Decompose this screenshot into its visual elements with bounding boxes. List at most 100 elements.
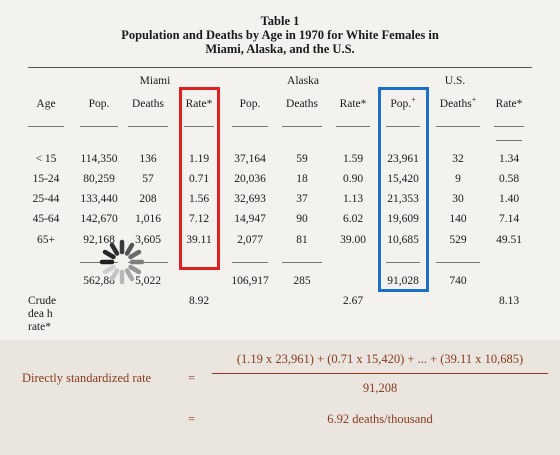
group-header-miami: Miami [139,75,171,87]
formula-equals-result: = [188,412,196,426]
cell-miami-deaths: 136 [139,153,157,165]
cell-age: < 15 [35,153,57,165]
total-underline [436,262,480,263]
crude-label-line1: Crude [28,295,57,307]
cell-us-pop: 19,609 [387,213,419,225]
cell-alaska-deaths: 18 [296,173,308,185]
table-title: Table 1 [260,14,300,28]
header-underline [80,126,118,127]
header-underline [184,126,214,127]
formula-numerator: (1.19 x 23,961) + (0.71 x 15,420) + ... … [236,352,524,366]
cell-us-rate: 49.51 [496,234,522,246]
cell-miami-rate: 39.11 [186,234,212,246]
cell-us-pop: 21,353 [387,193,419,205]
group-header-us: U.S. [444,75,466,87]
header-underline [494,126,524,127]
cell-alaska-rate: 6.02 [342,213,364,225]
total-miami-deaths: 5,022 [135,275,161,287]
us-pop-footnote-mark: + [411,95,416,105]
miami-rate-highlight-box [179,87,220,270]
col-header-age: Age [36,98,56,110]
loading-spinner-icon [99,239,145,285]
cell-miami-pop: 80,259 [83,173,115,185]
cell-age: 65+ [37,234,55,246]
fraction-bar [212,373,548,374]
crude-alaska-rate: 2.67 [342,295,364,307]
formula-denominator: 91,208 [362,381,398,395]
total-us-pop: 91,028 [387,275,419,287]
header-underline [128,126,168,127]
cell-alaska-deaths: 59 [296,153,308,165]
table-subtitle-line2: Miami, Alaska, and the U.S. [205,42,355,56]
col-header-us-pop: Pop.+ [390,95,416,110]
total-underline [386,262,420,263]
cell-age: 45-64 [32,213,60,225]
col-header-miami-pop: Pop. [88,98,110,110]
cell-us-deaths: 9 [455,173,461,185]
header-underline [436,126,480,127]
cell-us-deaths: 529 [449,234,467,246]
cell-alaska-deaths: 37 [296,193,308,205]
cell-miami-pop: 114,350 [80,153,118,165]
cell-miami-deaths: 1,016 [135,213,161,225]
col-header-miami-rate: Rate* [185,98,213,110]
col-header-miami-deaths: Deaths [132,98,164,110]
cell-alaska-deaths: 81 [296,234,308,246]
table-top-rule [28,67,532,68]
col-header-alaska-pop: Pop. [239,98,261,110]
cell-age: 25-44 [32,193,60,205]
cell-us-rate: 0.58 [498,173,520,185]
cell-us-pop: 23,961 [387,153,419,165]
cell-miami-pop: 92,168 [83,234,115,246]
cell-miami-rate: 7.12 [188,213,210,225]
cell-alaska-pop: 14,947 [234,213,266,225]
cell-us-deaths: 30 [452,193,464,205]
table-subtitle-line1: Population and Deaths by Age in 1970 for… [121,28,439,42]
cell-us-deaths: 32 [452,153,464,165]
total-alaska-deaths: 285 [293,275,311,287]
cell-alaska-pop: 20,036 [234,173,266,185]
cell-us-pop: 15,420 [387,173,419,185]
cell-miami-pop: 142,670 [80,213,118,225]
us-pop-highlight-box [378,87,429,292]
crude-label-line2: dea h [28,308,53,320]
total-alaska-pop: 106,917 [231,275,269,287]
cell-miami-rate: 1.56 [188,193,210,205]
total-us-deaths: 740 [449,275,467,287]
header-underline [496,140,522,141]
header-underline [232,126,268,127]
cell-us-rate: 7.14 [498,213,520,225]
crude-miami-rate: 8.92 [188,295,210,307]
cell-age: 15-24 [32,173,60,185]
col-header-alaska-rate: Rate* [339,98,367,110]
cell-miami-pop: 133,440 [80,193,118,205]
total-underline [232,262,268,263]
cell-alaska-rate: 1.59 [342,153,364,165]
formula-equals: = [188,371,196,385]
cell-us-pop: 10,685 [387,234,419,246]
header-underline [28,126,64,127]
col-header-us-deaths: Deaths+ [439,95,477,110]
total-underline [282,262,322,263]
col-header-alaska-deaths: Deaths [286,98,318,110]
header-underline [282,126,322,127]
col-header-us-rate: Rate* [495,98,523,110]
cell-miami-deaths: 3,605 [135,234,161,246]
crude-label-line3: rate* [28,321,51,333]
formula-result: 6.92 deaths/thousand [327,412,433,426]
cell-alaska-rate: 0.90 [342,173,364,185]
total-miami-pop: 562,88 [83,275,115,287]
cell-alaska-pop: 32,693 [234,193,266,205]
cell-miami-deaths: 208 [139,193,157,205]
us-deaths-footnote-mark: + [471,95,477,105]
cell-us-rate: 1.34 [498,153,520,165]
cell-alaska-pop: 2,077 [237,234,263,246]
total-underline [80,262,118,263]
cell-alaska-rate: 39.00 [340,234,366,246]
formula-panel: Directly standardized rate = (1.19 x 23,… [0,340,560,455]
cell-us-rate: 1.40 [498,193,520,205]
cell-miami-rate: 0.71 [188,173,210,185]
total-underline [128,262,168,263]
cell-alaska-deaths: 90 [296,213,308,225]
